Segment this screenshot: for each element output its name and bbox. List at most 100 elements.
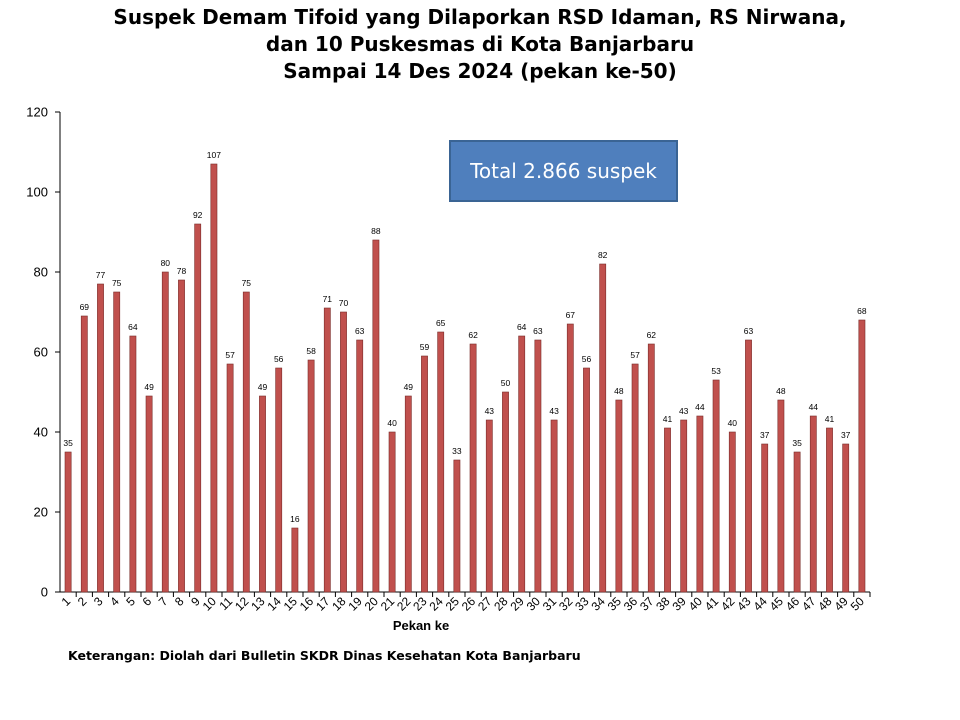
bar (178, 279, 185, 593)
bar (696, 415, 704, 593)
data-label: 64 (128, 322, 138, 332)
total-annotation-text: Total 2.866 suspek (470, 159, 657, 183)
data-label: 92 (193, 210, 203, 220)
bar (97, 283, 104, 593)
chart-title: Suspek Demam Tifoid yang Dilaporkan RSD … (0, 4, 960, 85)
data-label: 69 (80, 302, 90, 312)
bar (291, 527, 299, 593)
bar (323, 307, 331, 593)
bar (712, 379, 720, 593)
data-label: 63 (744, 326, 754, 336)
data-label: 63 (355, 326, 365, 336)
bar (502, 391, 509, 593)
bar (631, 363, 639, 593)
data-label: 57 (225, 350, 235, 360)
bar (113, 291, 121, 593)
data-label: 43 (549, 406, 559, 416)
data-label: 41 (825, 414, 835, 424)
bar (404, 395, 412, 593)
bar (583, 367, 590, 593)
bar (566, 323, 574, 593)
data-label: 53 (711, 366, 721, 376)
data-label: 59 (420, 342, 430, 352)
data-label: 49 (144, 382, 154, 392)
bar (469, 343, 477, 593)
data-label: 33 (452, 446, 462, 456)
bar (550, 419, 558, 593)
data-label: 107 (207, 150, 221, 160)
data-label: 58 (306, 346, 316, 356)
bar (647, 343, 655, 593)
y-tick-label: 60 (34, 345, 48, 360)
data-label: 43 (679, 406, 689, 416)
data-label: 68 (857, 306, 867, 316)
y-tick-label: 80 (34, 265, 48, 280)
bar (64, 451, 72, 593)
bar (388, 431, 396, 593)
bar (340, 311, 347, 593)
data-label: 88 (371, 226, 381, 236)
bar (761, 443, 769, 593)
bar (793, 451, 801, 593)
bar (826, 427, 833, 593)
data-label: 82 (598, 250, 608, 260)
data-label: 70 (339, 298, 349, 308)
x-tick-label: 6 (140, 594, 155, 609)
data-label: 40 (387, 418, 397, 428)
data-label: 35 (792, 438, 802, 448)
data-label: 75 (242, 278, 252, 288)
data-label: 49 (404, 382, 414, 392)
data-label: 44 (695, 402, 705, 412)
bar (858, 319, 866, 593)
x-tick-label: 2 (75, 594, 90, 609)
chart-title-line-2: dan 10 Puskesmas di Kota Banjarbaru (265, 32, 695, 56)
bar (194, 223, 202, 593)
data-label: 64 (517, 322, 527, 332)
bar (534, 339, 542, 593)
x-tick-label: 1 (59, 594, 74, 609)
bar (145, 395, 153, 593)
bar (680, 419, 688, 593)
x-tick-label: 3 (91, 594, 106, 609)
data-label: 80 (161, 258, 171, 268)
data-label: 71 (323, 294, 333, 304)
data-label: 50 (501, 378, 511, 388)
data-label: 67 (566, 310, 576, 320)
bar (372, 239, 380, 593)
data-label: 41 (663, 414, 673, 424)
x-tick-label: 50 (848, 594, 868, 614)
data-label: 63 (533, 326, 543, 336)
data-label: 56 (274, 354, 284, 364)
bar (664, 427, 671, 593)
bar (161, 271, 169, 593)
data-label: 35 (63, 438, 73, 448)
x-axis-label: Pekan ke (393, 618, 449, 633)
data-label: 40 (728, 418, 738, 428)
total-annotation-box: Total 2.866 suspek (449, 140, 678, 202)
bar (745, 339, 752, 593)
bar (259, 395, 266, 593)
data-label: 37 (841, 430, 851, 440)
bar (599, 263, 607, 593)
data-label: 49 (258, 382, 268, 392)
bar (356, 339, 364, 593)
bar (485, 419, 493, 593)
chart-title-line-1: Suspek Demam Tifoid yang Dilaporkan RSD … (113, 5, 847, 29)
bars (64, 163, 866, 593)
data-label: 65 (436, 318, 446, 328)
data-label: 62 (647, 330, 657, 340)
bar (80, 315, 88, 593)
x-tick-label: 8 (172, 594, 187, 609)
bar (437, 331, 445, 593)
y-tick-label: 120 (26, 105, 48, 120)
data-label: 48 (614, 386, 624, 396)
y-tick-label: 0 (41, 585, 48, 600)
data-label: 37 (760, 430, 770, 440)
data-label: 16 (290, 514, 300, 524)
x-tick-label: 4 (107, 594, 122, 609)
data-label: 57 (630, 350, 640, 360)
chart-title-line-3: Sampai 14 Des 2024 (pekan ke-50) (283, 59, 677, 83)
bar (307, 359, 315, 593)
x-tick-label: 7 (156, 594, 171, 609)
